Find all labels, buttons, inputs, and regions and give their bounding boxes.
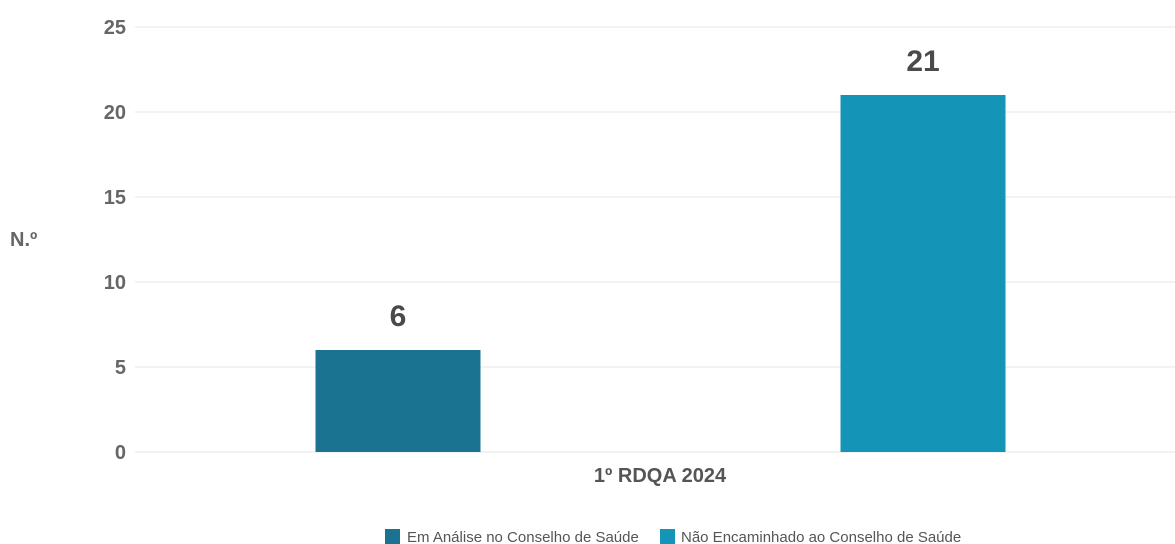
y-tick-label: 20 xyxy=(104,102,126,124)
y-tick-label: 5 xyxy=(115,357,126,379)
y-axis-title: N.º xyxy=(10,229,37,251)
bars xyxy=(315,95,1006,452)
data-labels: 6 21 xyxy=(390,45,940,333)
data-label: 6 xyxy=(390,300,407,333)
legend: Em Análise no Conselho de Saúde Não Encam… xyxy=(385,529,961,544)
y-tick-label: 25 xyxy=(104,17,126,39)
y-axis-ticks: 0 5 10 15 20 25 xyxy=(104,17,126,464)
data-label: 21 xyxy=(906,45,939,78)
y-tick-label: 10 xyxy=(104,272,126,294)
legend-label: Não Encaminhado ao Conselho de Saúde xyxy=(681,529,961,544)
legend-swatch xyxy=(660,529,675,544)
x-axis-categories: 1º RDQA 2024 xyxy=(594,465,727,487)
bar xyxy=(840,95,1006,452)
y-tick-label: 0 xyxy=(115,442,126,464)
gridlines xyxy=(135,26,1175,453)
legend-swatch xyxy=(385,529,400,544)
x-category-label: 1º RDQA 2024 xyxy=(594,465,727,487)
legend-label: Em Análise no Conselho de Saúde xyxy=(407,529,639,544)
y-tick-label: 15 xyxy=(104,187,126,209)
bar xyxy=(315,350,481,452)
